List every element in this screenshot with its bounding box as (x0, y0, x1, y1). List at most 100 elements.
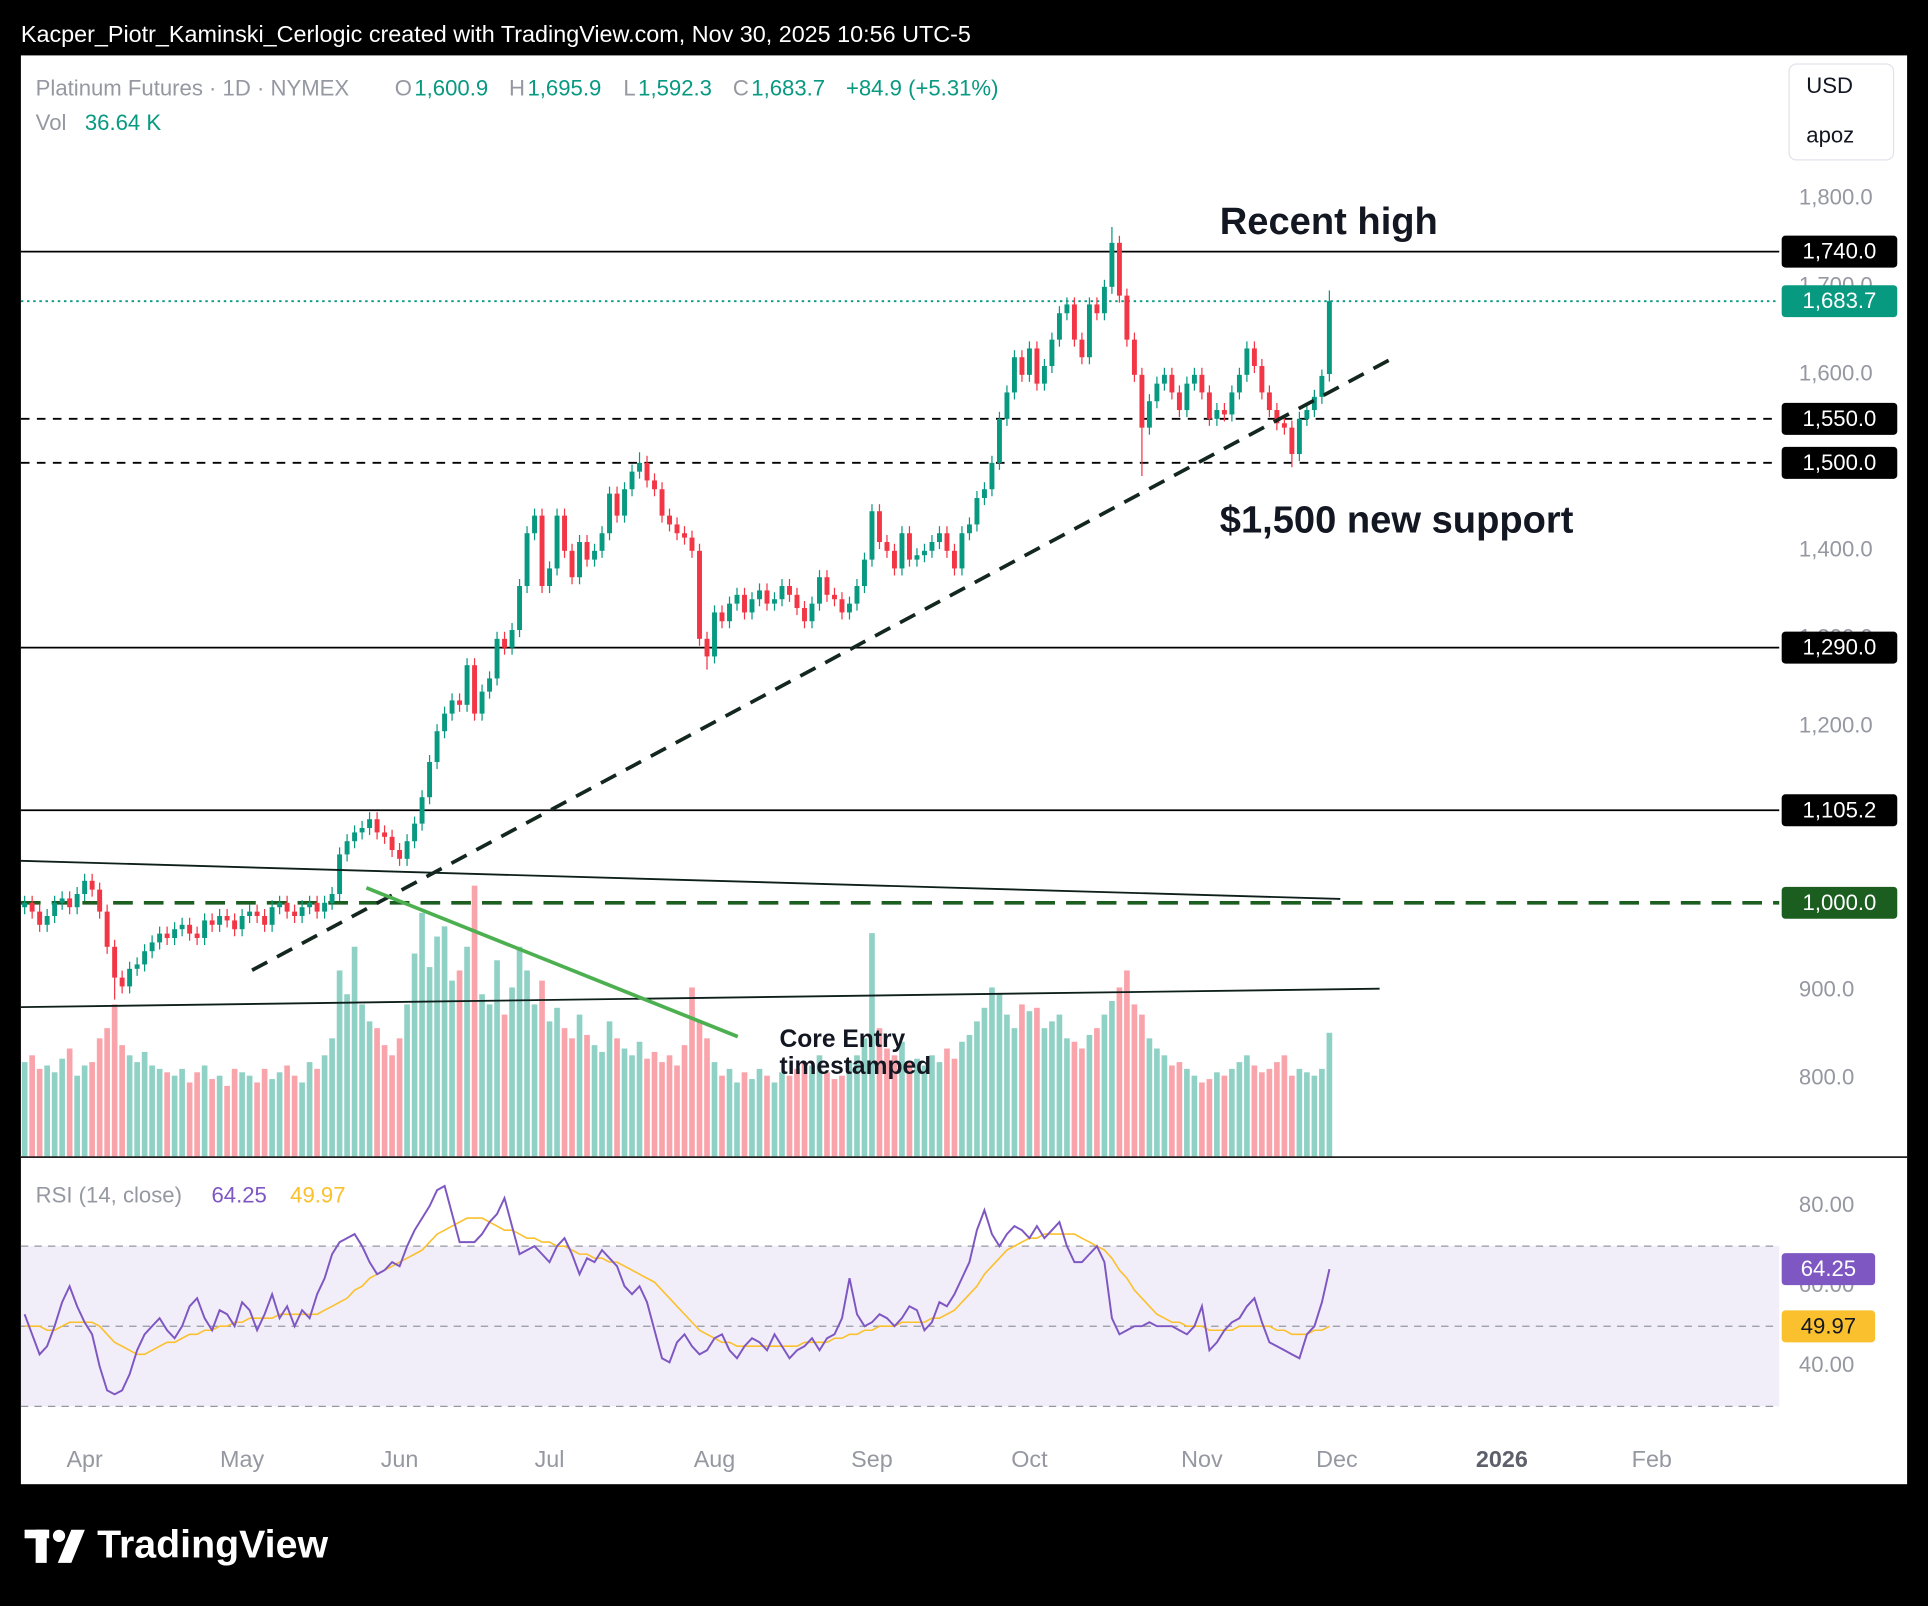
volume-bar (141, 1051, 148, 1158)
candle-body (614, 493, 620, 516)
candle-body (104, 911, 110, 947)
volume-bar (321, 1055, 328, 1158)
volume-bar (861, 1038, 868, 1158)
legend-value: 1,683.7 (751, 76, 825, 101)
candle-body (277, 902, 283, 908)
candle-body (779, 586, 785, 600)
volume-bar (434, 936, 440, 1158)
volume-bar (419, 912, 425, 1158)
level-badge (1781, 235, 1898, 268)
y-tick-label: 900.0 (1799, 977, 1854, 1002)
volume-bar (554, 1007, 560, 1158)
legend-value: 1,600.9 (414, 76, 488, 101)
volume-bar (1176, 1062, 1183, 1158)
volume-bar (966, 1034, 973, 1158)
candle-body (652, 480, 657, 490)
candle-body (532, 515, 538, 534)
volume-bar (636, 1041, 643, 1158)
legend-key: L (623, 76, 635, 101)
volume-bar (719, 1075, 725, 1158)
volume-bar (359, 1004, 365, 1158)
volume-bar (734, 1082, 740, 1158)
scale-box[interactable] (1788, 63, 1895, 161)
currency[interactable]: USD (1806, 73, 1853, 98)
candle-body (134, 964, 140, 969)
volume-bar (51, 1072, 58, 1158)
volume-bar (764, 1075, 770, 1158)
volume-bar (704, 1038, 710, 1158)
legend-key: H (509, 76, 525, 101)
volume-bar (1146, 1038, 1153, 1158)
candle-body (1199, 374, 1205, 393)
level-badge (1781, 402, 1898, 435)
candle-body (1154, 383, 1160, 402)
candle-body (1169, 374, 1175, 393)
volume-bar (501, 1014, 508, 1158)
level-label: 1,683.7 (1803, 288, 1877, 313)
level-badge (1781, 446, 1898, 479)
candle-body (907, 533, 912, 560)
volume-bar (959, 1041, 965, 1158)
candle-body (1109, 242, 1115, 287)
candle-body (262, 916, 268, 925)
volume-bar (1266, 1068, 1273, 1158)
candle-body (1296, 418, 1302, 455)
candle-body (951, 550, 957, 569)
candle-body (1304, 410, 1310, 419)
volume-bar (876, 1028, 883, 1158)
volume-value: 36.64 K (85, 110, 162, 135)
candle-body (682, 533, 687, 538)
volume-bar (516, 946, 523, 1158)
volume-bar (996, 994, 1003, 1158)
candle-body (704, 638, 710, 657)
candle-body (224, 916, 230, 921)
volume-bar (786, 1075, 793, 1158)
volume-title: Vol (36, 110, 67, 135)
candle-body (1229, 392, 1235, 415)
volume-bar (1019, 1004, 1025, 1158)
candle-body (254, 911, 260, 917)
rsi-title: RSI (14, close) (36, 1182, 182, 1207)
candle-body (97, 889, 103, 912)
candle-body (787, 586, 792, 595)
x-tick-label: Aug (694, 1446, 736, 1472)
candle-body (389, 836, 395, 851)
level-label: 1,550.0 (1803, 406, 1877, 431)
volume-bar (771, 1082, 778, 1158)
x-tick-label: Apr (66, 1446, 103, 1472)
volume-bar (1191, 1075, 1198, 1158)
volume-bar (479, 994, 485, 1158)
scale-mode[interactable]: apoz (1806, 122, 1854, 147)
candle-body (742, 594, 747, 613)
volume-bar (899, 1041, 905, 1158)
volume-bar (164, 1072, 170, 1158)
volume-bar (1199, 1082, 1205, 1158)
volume-bar (96, 1038, 103, 1158)
volume-bar (711, 1062, 718, 1158)
volume-bar (471, 885, 478, 1158)
candle-body (989, 462, 995, 490)
x-tick-label: 2026 (1476, 1446, 1528, 1472)
volume-bar (576, 1014, 583, 1158)
volume-bar (854, 1055, 860, 1158)
volume-bar (591, 1045, 598, 1158)
volume-bar (1221, 1075, 1228, 1158)
volume-bar (1064, 1038, 1070, 1158)
volume-bar (201, 1065, 208, 1158)
volume-bar (749, 1079, 755, 1158)
volume-bar (1041, 1028, 1048, 1158)
rsi-badge-label: 49.97 (1801, 1313, 1856, 1338)
rsi-value: 64.25 (211, 1182, 266, 1207)
candle-body (194, 933, 200, 939)
candle-body (479, 691, 485, 714)
volume-bar (1056, 1014, 1063, 1158)
volume-bar (374, 1028, 380, 1158)
volume-bar (824, 1072, 830, 1158)
volume-bar (179, 1068, 185, 1158)
volume-bar (869, 933, 875, 1158)
volume-bar (621, 1048, 628, 1158)
candle-body (554, 515, 560, 569)
volume-bar (801, 1062, 808, 1158)
candle-body (164, 933, 170, 939)
candle-body (1184, 383, 1190, 411)
